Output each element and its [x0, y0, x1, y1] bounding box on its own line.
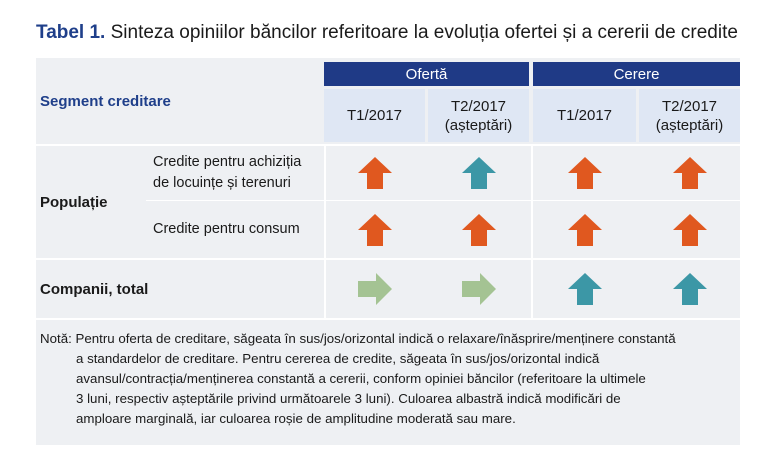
up-arrow-icon [462, 157, 496, 189]
up-arrow-icon [672, 213, 707, 246]
row-housing-line2: de locuințe și terenuri [153, 175, 291, 191]
row-divider [36, 318, 740, 320]
table-caption: Sinteza opiniilor băncilor referitoare l… [110, 22, 738, 43]
col-divider [324, 146, 326, 318]
cell-companii-oferta-t2 [428, 260, 530, 318]
header-oferta: Ofertă [324, 62, 529, 86]
table-footnote: Notă: Pentru oferta de creditare, săgeat… [40, 329, 736, 429]
col-divider [531, 146, 533, 318]
up-arrow-icon [358, 157, 392, 189]
period-label: T2/2017 [661, 97, 718, 115]
cell-consumer-cerere-t1 [533, 201, 637, 258]
period-label: T2/2017 [450, 97, 507, 115]
row-divider [36, 144, 740, 146]
right-arrow-icon [462, 273, 496, 305]
cell-companii-cerere-t2 [639, 260, 740, 318]
up-arrow-icon [358, 213, 392, 246]
note-line: avansul/contracția/menținerea constantă … [76, 371, 646, 386]
cell-housing-cerere-t2 [639, 146, 740, 200]
cell-companii-oferta-t1 [324, 260, 426, 318]
table-number: Tabel 1. [36, 22, 106, 43]
cell-consumer-cerere-t2 [639, 201, 740, 258]
up-arrow-icon [672, 273, 707, 305]
note-line: amploare marginală, iar culoarea roșie d… [76, 411, 516, 426]
note-line: Notă: Pentru oferta de creditare, săgeat… [40, 331, 676, 346]
row-populatie: Populație [40, 193, 108, 211]
row-divider [146, 200, 740, 201]
period-label: T1/2017 [346, 107, 403, 124]
period-cerere-t1: T1/2017 [533, 89, 636, 142]
row-housing-line1: Credite pentru achiziția [153, 154, 302, 170]
row-housing-credit: Credite pentru achiziția de locuințe și … [153, 146, 323, 200]
opinion-table: Segment creditare Ofertă Cerere T1/2017 … [36, 58, 740, 445]
cell-consumer-oferta-t1 [324, 201, 426, 258]
cell-housing-oferta-t2 [428, 146, 530, 200]
period-note: (așteptări) [444, 116, 513, 134]
up-arrow-icon [462, 213, 496, 246]
header-cerere: Cerere [533, 62, 740, 86]
period-oferta-t1: T1/2017 [324, 89, 425, 142]
period-note: (așteptări) [655, 116, 724, 134]
period-cerere-t2: T2/2017 (așteptări) [639, 89, 740, 142]
cell-companii-cerere-t1 [533, 260, 637, 318]
period-label: T1/2017 [556, 107, 613, 124]
note-line: a standardelor de creditare. Pentru cere… [76, 351, 600, 366]
up-arrow-icon [568, 213, 602, 246]
up-arrow-icon [568, 157, 602, 189]
cell-housing-oferta-t1 [324, 146, 426, 200]
right-arrow-icon [358, 273, 392, 305]
row-divider [36, 258, 740, 260]
segment-header: Segment creditare [40, 92, 171, 110]
cell-housing-cerere-t1 [533, 146, 637, 200]
row-companii: Companii, total [40, 280, 149, 298]
up-arrow-icon [568, 273, 602, 305]
up-arrow-icon [672, 157, 707, 189]
cell-consumer-oferta-t2 [428, 201, 530, 258]
row-consumer-credit: Credite pentru consum [153, 221, 300, 237]
table-title: Tabel 1. Sinteza opiniilor băncilor refe… [36, 22, 738, 44]
period-oferta-t2: T2/2017 (așteptări) [428, 89, 529, 142]
note-line: 3 luni, respectiv așteptările privind ur… [76, 391, 621, 406]
